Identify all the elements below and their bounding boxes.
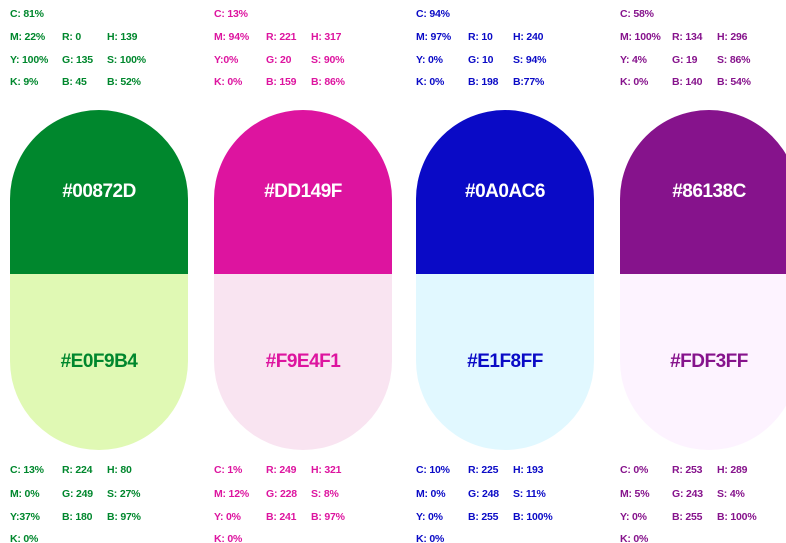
pill-top: #86138C [620, 110, 786, 274]
hex-label: #FDF3FF [670, 351, 748, 372]
spec-text: M: 94% [214, 31, 249, 43]
spec-text: H: 296 [717, 31, 748, 43]
spec-text: G: 243 [672, 488, 703, 500]
hex-label: #E1F8FF [467, 351, 543, 372]
spec-text: B: 140 [672, 76, 703, 88]
spec-text: Y: 4% [620, 54, 647, 66]
spec-text: G: 249 [62, 488, 93, 500]
pill-bottom: #FDF3FF [620, 274, 786, 450]
spec-text: K: 0% [620, 76, 649, 88]
spec-text: M: 97% [416, 31, 451, 43]
spec-text: R: 0 [62, 31, 82, 43]
spec-text: H: 240 [513, 31, 544, 43]
spec-text: B: 52% [107, 76, 141, 88]
spec-text: B: 198 [468, 76, 499, 88]
hex-label: #F9E4F1 [265, 351, 341, 372]
spec-text: B: 54% [717, 76, 751, 88]
spec-text: M: 0% [416, 488, 446, 500]
spec-text: R: 221 [266, 31, 297, 43]
spec-text: H: 317 [311, 31, 342, 43]
pill-bottom: #F9E4F1 [214, 274, 392, 450]
hex-label: #86138C [672, 181, 746, 202]
spec-text: C: 81% [10, 8, 44, 20]
spec-text: R: 253 [672, 464, 703, 476]
spec-text: Y:37% [10, 511, 40, 523]
spec-text: Y: 0% [620, 511, 647, 523]
spec-text: S: 4% [717, 488, 745, 500]
spec-text: K: 0% [620, 533, 649, 543]
spec-text: B: 86% [311, 76, 345, 88]
spec-text: Y: 0% [416, 54, 443, 66]
spec-text: M: 100% [620, 31, 661, 43]
hex-label: #0A0AC6 [465, 181, 545, 202]
spec-text: Y:0% [214, 54, 239, 66]
spec-text: M: 12% [214, 488, 249, 500]
hex-label: #00872D [62, 181, 136, 202]
spec-text: H: 193 [513, 464, 544, 476]
spec-text: K: 9% [10, 76, 39, 88]
spec-text: R: 10 [468, 31, 493, 43]
spec-text: G: 19 [672, 54, 698, 66]
spec-text: C: 1% [214, 464, 243, 476]
spec-text: B: 241 [266, 511, 297, 523]
spec-text: H: 139 [107, 31, 138, 43]
spec-text: B: 159 [266, 76, 297, 88]
spec-text: B: 97% [107, 511, 141, 523]
spec-text: B: 45 [62, 76, 87, 88]
spec-text: Y: 0% [214, 511, 241, 523]
spec-text: K: 0% [214, 76, 243, 88]
spec-text: S: 8% [311, 488, 339, 500]
spec-text: C: 13% [10, 464, 44, 476]
hex-label: #E0F9B4 [60, 351, 138, 372]
spec-text: S: 94% [513, 54, 547, 66]
spec-text: C: 58% [620, 8, 654, 20]
spec-text: C: 10% [416, 464, 450, 476]
spec-text: R: 225 [468, 464, 499, 476]
spec-text: C: 0% [620, 464, 649, 476]
spec-text: G: 248 [468, 488, 499, 500]
spec-text: G: 20 [266, 54, 292, 66]
spec-text: S: 86% [717, 54, 751, 66]
spec-text: B: 255 [468, 511, 499, 523]
hex-label: #DD149F [264, 181, 342, 202]
spec-text: H: 289 [717, 464, 748, 476]
spec-text: Y: 0% [416, 511, 443, 523]
spec-text: H: 321 [311, 464, 342, 476]
spec-text: S: 90% [311, 54, 345, 66]
pill-top: #0A0AC6 [416, 110, 594, 274]
spec-text: K: 0% [416, 76, 445, 88]
spec-text: M: 22% [10, 31, 45, 43]
pill-bottom: #E1F8FF [416, 274, 594, 450]
spec-text: B: 100% [513, 511, 553, 523]
spec-text: K: 0% [214, 533, 243, 543]
spec-text: S: 11% [513, 488, 546, 500]
spec-text: C: 94% [416, 8, 450, 20]
pill-top: #DD149F [214, 110, 392, 274]
spec-text: B: 97% [311, 511, 345, 523]
spec-text: K: 0% [10, 533, 39, 543]
spec-text: Y: 100% [10, 54, 49, 66]
pill-bottom: #E0F9B4 [10, 274, 188, 450]
spec-text: S: 100% [107, 54, 146, 66]
spec-text: H: 80 [107, 464, 132, 476]
spec-text: G: 228 [266, 488, 297, 500]
spec-text: M: 0% [10, 488, 40, 500]
spec-text: R: 224 [62, 464, 93, 476]
spec-text: B: 100% [717, 511, 757, 523]
spec-text: G: 10 [468, 54, 494, 66]
spec-text: R: 134 [672, 31, 703, 43]
spec-text: B: 255 [672, 511, 703, 523]
spec-text: G: 135 [62, 54, 93, 66]
spec-text: S: 27% [107, 488, 141, 500]
spec-text: C: 13% [214, 8, 248, 20]
spec-text: B: 180 [62, 511, 93, 523]
pill-top: #00872D [10, 110, 188, 274]
spec-text: M: 5% [620, 488, 650, 500]
spec-text: B:77% [513, 76, 545, 88]
spec-text: R: 249 [266, 464, 297, 476]
spec-text: K: 0% [416, 533, 445, 543]
